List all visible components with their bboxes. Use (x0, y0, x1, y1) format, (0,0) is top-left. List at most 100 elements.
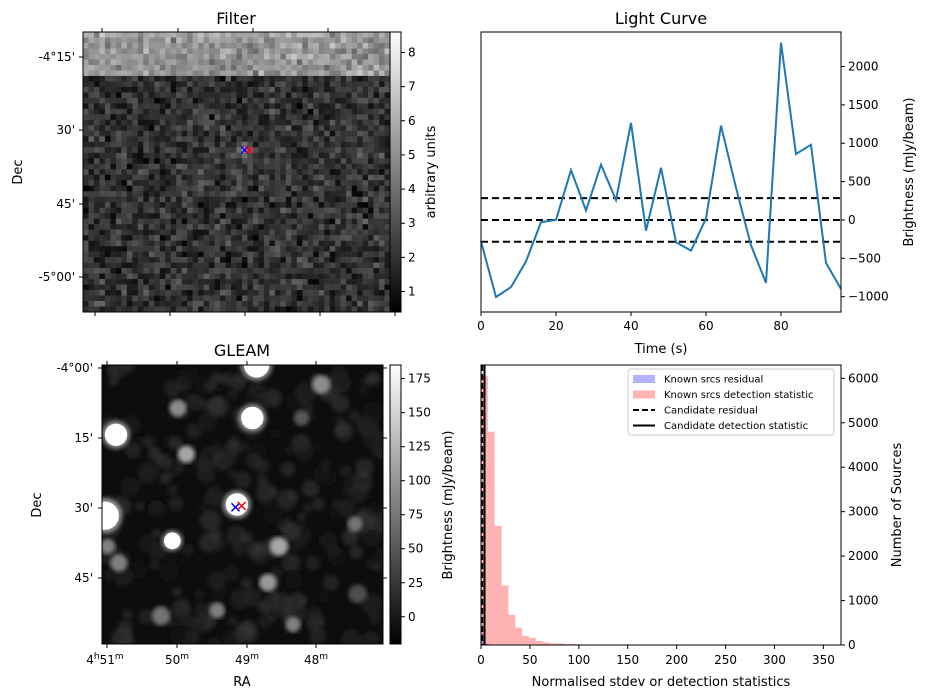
filter-pixel (115, 196, 122, 203)
filter-pixel (176, 125, 182, 132)
legend-label: Known srcs detection statistic (664, 390, 813, 401)
filter-pixel (165, 191, 172, 198)
filter-pixel (93, 130, 100, 137)
filter-pixel (280, 295, 287, 302)
filter-pixel (176, 191, 182, 198)
filter-pixel (110, 97, 117, 104)
filter-pixel (126, 53, 133, 60)
filter-pixel (280, 59, 287, 66)
filter-pixel (225, 114, 232, 121)
filter-pixel (88, 229, 95, 236)
histogram-y-tick-label: 2000 (848, 549, 879, 563)
filter-pixel (104, 48, 111, 55)
filter-pixel (165, 218, 172, 225)
filter-pixel (83, 284, 89, 291)
filter-pixel (231, 70, 237, 77)
filter-pixel (231, 147, 237, 154)
filter-pixel (231, 306, 237, 313)
filter-pixel (165, 224, 172, 230)
filter-pixel (88, 251, 95, 258)
filter-pixel (236, 130, 243, 137)
gleam-colorbar-tick-label: 50 (408, 542, 423, 556)
filter-pixel (121, 284, 128, 291)
filter-pixel (220, 42, 226, 49)
filter-pixel (231, 273, 237, 280)
filter-pixel (154, 92, 161, 99)
filter-pixel (373, 130, 380, 137)
filter-pixel (291, 81, 298, 88)
filter-pixel (324, 158, 330, 165)
filter-pixel (313, 48, 320, 55)
filter-pixel (280, 306, 287, 313)
filter-pixel (88, 262, 95, 269)
filter-y-tick-label: -4°15' (38, 50, 75, 64)
filter-pixel (368, 114, 374, 121)
filter-pixel (274, 229, 281, 236)
filter-pixel (291, 273, 298, 280)
filter-pixel (241, 125, 248, 132)
gleam-noise-blob (175, 463, 184, 473)
filter-pixel (302, 246, 309, 252)
filter-pixel (357, 169, 363, 176)
filter-pixel (209, 152, 215, 159)
filter-pixel (83, 169, 89, 176)
filter-pixel (346, 152, 352, 159)
filter-pixel (384, 86, 391, 93)
filter-pixel (148, 152, 155, 159)
filter-pixel (335, 207, 341, 214)
filter-pixel (258, 114, 265, 121)
filter-pixel (357, 158, 363, 165)
filter-pixel (104, 295, 111, 302)
filter-pixel (329, 257, 336, 263)
filter-pixel (154, 136, 161, 143)
filter-pixel (209, 86, 215, 93)
filter-pixel (373, 147, 380, 154)
filter-pixel (329, 295, 336, 302)
filter-pixel (159, 224, 166, 230)
filter-pixel (148, 229, 155, 236)
filter-pixel (247, 306, 254, 313)
filter-pixel (280, 191, 287, 198)
filter-pixel (209, 130, 215, 137)
filter-pixel (115, 136, 122, 143)
filter-pixel (170, 53, 177, 60)
filter-pixel (373, 279, 380, 285)
filter-pixel (154, 229, 161, 236)
filter-pixel (318, 257, 325, 263)
filter-pixel (291, 119, 298, 126)
filter-pixel (209, 224, 215, 230)
filter-pixel (170, 290, 177, 296)
filter-pixel (99, 81, 106, 88)
filter-pixel (225, 37, 232, 44)
filter-pixel (280, 81, 287, 88)
filter-pixel (362, 295, 369, 302)
filter-pixel (362, 86, 369, 93)
filter-pixel (121, 218, 128, 225)
filter-pixel (83, 180, 89, 187)
filter-pixel (329, 174, 336, 181)
filter-pixel (231, 174, 237, 181)
filter-pixel (154, 32, 161, 38)
filter-pixel (274, 213, 281, 219)
filter-pixel (187, 136, 193, 143)
filter-pixel (104, 180, 111, 187)
filter-pixel (313, 306, 320, 313)
filter-pixel (104, 92, 111, 99)
filter-pixel (241, 180, 248, 187)
filter-pixel (198, 158, 204, 165)
filter-pixel (225, 141, 232, 148)
gleam-noise-blob (234, 471, 252, 489)
filter-pixel (351, 180, 358, 187)
light-curve-y-tick-label: 500 (848, 175, 871, 189)
filter-pixel (99, 295, 106, 302)
filter-pixel (104, 218, 111, 225)
filter-pixel (121, 240, 128, 247)
filter-pixel (384, 108, 391, 115)
filter-pixel (263, 152, 270, 159)
filter-pixel (351, 169, 358, 176)
filter-pixel (214, 163, 221, 170)
filter-pixel (83, 81, 89, 88)
filter-pixel (115, 251, 122, 258)
filter-pixel (192, 92, 199, 99)
filter-pixel (280, 125, 287, 132)
